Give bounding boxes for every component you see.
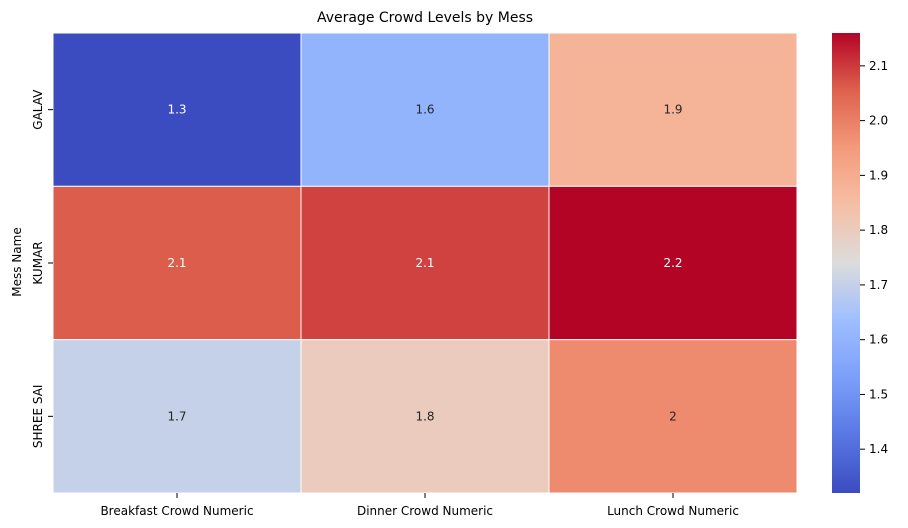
cell-annotation: 1.8 [415,409,434,423]
y-axis-ticks: GALAV KUMAR SHREE SAI [31,89,53,448]
heatmap-cell [52,32,302,187]
y-tick-label: KUMAR [31,241,45,284]
cell-annotation: 2 [669,409,677,423]
cell-annotation: 1.9 [663,103,682,117]
cell-annotation: 2.1 [167,256,186,270]
x-tick-label: Lunch Crowd Numeric [607,504,739,518]
heatmap-cell [300,185,550,341]
cell-annotation: 1.7 [167,409,186,423]
colorbar-tick-label: 1.7 [869,278,888,292]
cell-annotation: 2.2 [663,256,682,270]
heatmap-cell [52,185,302,341]
colorbar-tick-label: 1.8 [869,223,888,237]
x-tick-label: Breakfast Crowd Numeric [100,504,253,518]
cell-annotation: 1.6 [415,103,434,117]
colorbar-tick-label: 1.4 [869,442,888,456]
x-axis-ticks: Breakfast Crowd Numeric Dinner Crowd Nume… [100,493,739,518]
colorbar-ticks: 1.4 1.5 1.6 1.7 1.8 1.9 2.0 2.1 [860,59,888,456]
colorbar-tick-label: 1.5 [869,387,888,401]
y-tick-label: GALAV [31,89,45,130]
colorbar-tick-label: 1.6 [869,333,888,347]
colorbar [832,33,860,493]
cell-annotation: 1.3 [167,103,186,117]
heatmap-cell [548,185,798,341]
x-tick-label: Dinner Crowd Numeric [357,504,493,518]
heatmap-cell [300,32,550,187]
colorbar-tick-label: 1.9 [869,168,888,182]
colorbar-tick-label: 2.1 [869,59,888,73]
y-axis-label: Mess Name [10,227,24,296]
heatmap-cell [52,339,302,494]
heatmap-cell [548,32,798,187]
heatmap-cell [300,339,550,494]
cell-annotation: 2.1 [415,256,434,270]
chart-title: Average Crowd Levels by Mess [317,10,533,26]
colorbar-tick-label: 2.0 [869,114,888,128]
heatmap-cells: 1.3 1.6 1.9 2.1 2.1 2.2 1.7 1.8 2 [52,32,798,494]
y-tick-label: SHREE SAI [31,385,45,449]
